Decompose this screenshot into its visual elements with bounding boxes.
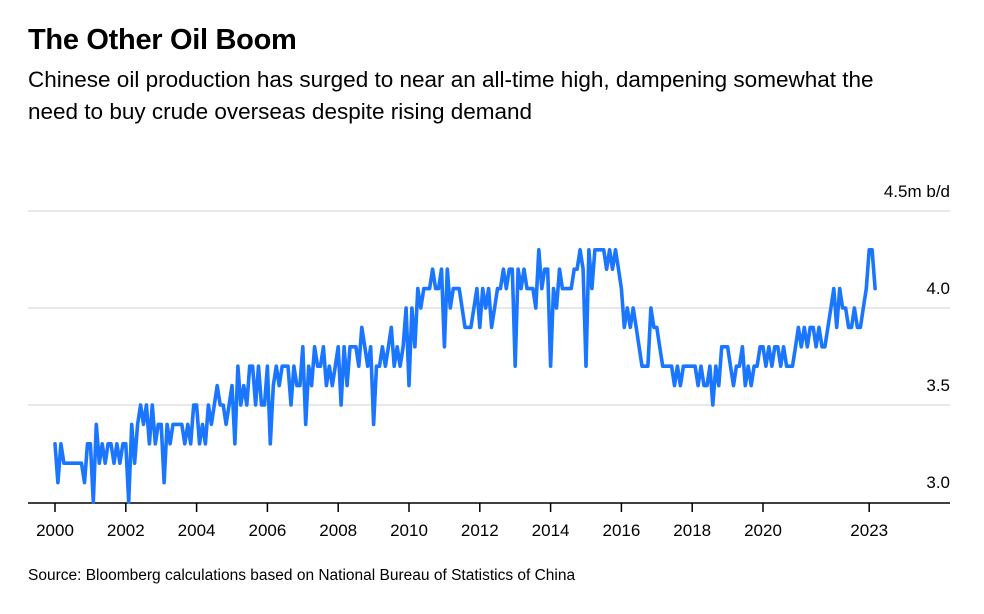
x-tick-label: 2020 xyxy=(744,521,782,540)
x-tick-label: 2014 xyxy=(532,521,570,540)
y-tick-label: 4.0 xyxy=(926,279,950,298)
y-tick-label: 4.5m b/d xyxy=(884,182,950,201)
x-tick-label: 2018 xyxy=(673,521,711,540)
chart-subtitle: Chinese oil production has surged to nea… xyxy=(28,67,874,124)
y-tick-label: 3.0 xyxy=(926,473,950,492)
y-tick-label: 3.5 xyxy=(926,376,950,395)
x-tick-label: 2016 xyxy=(602,521,640,540)
x-tick-label: 2000 xyxy=(36,521,74,540)
x-tick-label: 2002 xyxy=(107,521,145,540)
x-axis-ticks: 2000 2002 2004 2006 2008 2010 2012 2014 2016 2018… xyxy=(36,503,888,540)
series-line-oil-production xyxy=(53,248,877,504)
source-note: Source: Bloomberg calculations based on … xyxy=(28,567,576,584)
series-points xyxy=(54,249,876,503)
x-tick-label: 2023 xyxy=(850,521,888,540)
x-tick-label: 2010 xyxy=(390,521,428,540)
y-axis-labels: 3.0 3.5 4.0 4.5m b/d xyxy=(884,182,950,492)
chart-title: The Other Oil Boom xyxy=(28,24,297,56)
x-tick-label: 2006 xyxy=(248,521,286,540)
x-tick-label: 2004 xyxy=(178,521,216,540)
x-tick-label: 2012 xyxy=(461,521,499,540)
x-tick-label: 2008 xyxy=(319,521,357,540)
